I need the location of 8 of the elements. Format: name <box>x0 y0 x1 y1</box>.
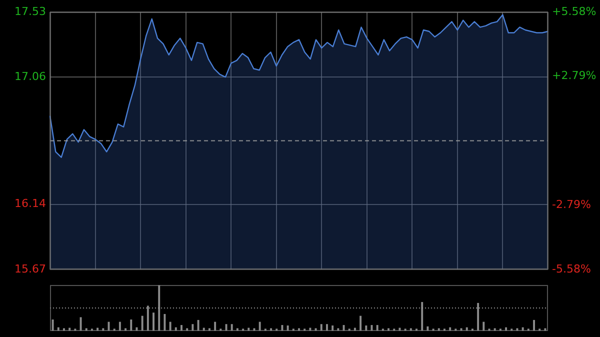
y-tick-label: 16.14 <box>14 197 46 210</box>
y-tick-label: 17.06 <box>14 70 46 83</box>
y2-tick-label: -5.58% <box>552 262 591 276</box>
y2-tick-label: +2.79% <box>552 69 596 82</box>
y2-tick-label: +5.58% <box>552 4 596 18</box>
y2-tick-label: -2.79% <box>552 198 591 211</box>
y-tick-label: 15.67 <box>14 262 46 276</box>
y-tick-label: 17.53 <box>14 4 46 18</box>
